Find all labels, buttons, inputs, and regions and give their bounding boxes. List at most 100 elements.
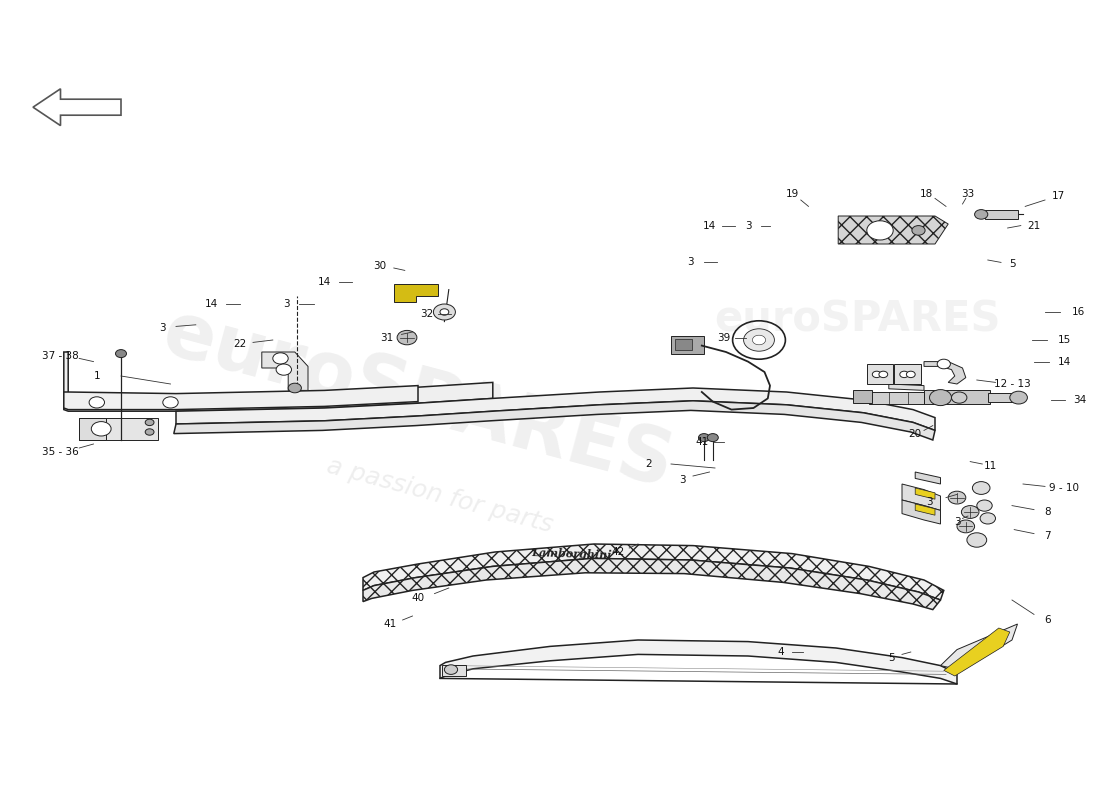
Polygon shape: [64, 386, 418, 410]
Text: 3: 3: [954, 517, 960, 526]
Text: Lamborghini: Lamborghini: [531, 546, 613, 561]
Polygon shape: [176, 388, 935, 430]
Circle shape: [980, 513, 996, 524]
FancyBboxPatch shape: [79, 418, 106, 440]
Circle shape: [867, 221, 893, 240]
Polygon shape: [944, 628, 1010, 676]
Text: 5: 5: [888, 653, 894, 662]
Circle shape: [975, 210, 988, 219]
Text: 8: 8: [1044, 507, 1050, 517]
Text: 1: 1: [94, 371, 100, 381]
Circle shape: [744, 329, 774, 351]
Text: 6: 6: [1044, 615, 1050, 625]
FancyBboxPatch shape: [852, 390, 872, 403]
Polygon shape: [940, 624, 1018, 670]
FancyBboxPatch shape: [867, 364, 893, 384]
Text: 41: 41: [384, 619, 397, 629]
Text: 3: 3: [160, 323, 166, 333]
Text: 34: 34: [1074, 395, 1087, 405]
Circle shape: [145, 419, 154, 426]
Text: 3: 3: [745, 221, 751, 230]
Polygon shape: [869, 392, 924, 404]
Circle shape: [116, 350, 127, 358]
Circle shape: [957, 520, 975, 533]
Text: 42: 42: [612, 547, 625, 557]
Text: a passion for parts: a passion for parts: [324, 454, 556, 538]
Text: euroSPARES: euroSPARES: [155, 296, 681, 504]
Text: 32: 32: [420, 309, 433, 318]
Text: 14: 14: [205, 299, 218, 309]
Text: 37 - 38: 37 - 38: [42, 351, 79, 361]
FancyBboxPatch shape: [924, 390, 990, 404]
Polygon shape: [924, 362, 966, 384]
FancyBboxPatch shape: [984, 210, 1018, 219]
Text: 14: 14: [703, 221, 716, 230]
Circle shape: [872, 371, 881, 378]
Circle shape: [752, 335, 766, 345]
Circle shape: [89, 397, 104, 408]
Circle shape: [952, 392, 967, 403]
Circle shape: [440, 309, 449, 315]
Circle shape: [967, 533, 987, 547]
Circle shape: [1010, 391, 1027, 404]
Text: 3: 3: [283, 299, 289, 309]
Polygon shape: [889, 384, 924, 390]
Text: 4: 4: [778, 647, 784, 657]
Text: 39: 39: [717, 333, 730, 342]
Polygon shape: [394, 284, 438, 302]
Polygon shape: [174, 401, 935, 440]
Circle shape: [906, 371, 915, 378]
Polygon shape: [902, 484, 940, 510]
Text: 5: 5: [1009, 259, 1015, 269]
Polygon shape: [64, 352, 493, 411]
Circle shape: [273, 353, 288, 364]
Circle shape: [91, 422, 111, 436]
Text: 11: 11: [983, 461, 997, 470]
Circle shape: [433, 304, 455, 320]
Text: 33: 33: [961, 189, 975, 198]
Polygon shape: [838, 216, 948, 244]
Circle shape: [397, 330, 417, 345]
Polygon shape: [363, 558, 940, 610]
Circle shape: [145, 429, 154, 435]
Text: 40: 40: [411, 594, 425, 603]
Text: 41: 41: [695, 437, 708, 446]
Circle shape: [698, 434, 710, 442]
Polygon shape: [915, 472, 940, 484]
Text: 14: 14: [318, 277, 331, 286]
Circle shape: [930, 390, 952, 406]
Text: 22: 22: [233, 339, 246, 349]
Text: 12 - 13: 12 - 13: [993, 379, 1031, 389]
FancyBboxPatch shape: [79, 418, 158, 440]
Text: 35 - 36: 35 - 36: [42, 447, 79, 457]
Text: 7: 7: [1044, 531, 1050, 541]
FancyBboxPatch shape: [442, 665, 466, 676]
FancyBboxPatch shape: [988, 393, 1019, 402]
Polygon shape: [915, 504, 935, 515]
Circle shape: [977, 500, 992, 511]
Polygon shape: [902, 500, 940, 524]
FancyBboxPatch shape: [894, 364, 921, 384]
Circle shape: [912, 226, 925, 235]
Text: 17: 17: [1052, 191, 1065, 201]
Circle shape: [879, 371, 888, 378]
Text: 3: 3: [926, 498, 933, 507]
Circle shape: [900, 371, 909, 378]
Polygon shape: [915, 488, 935, 499]
Text: 30: 30: [373, 261, 386, 270]
Text: 2: 2: [646, 459, 652, 469]
Text: 3: 3: [679, 475, 685, 485]
Polygon shape: [363, 544, 944, 600]
FancyBboxPatch shape: [671, 336, 704, 354]
FancyBboxPatch shape: [675, 339, 692, 350]
Circle shape: [948, 491, 966, 504]
Circle shape: [288, 383, 301, 393]
Circle shape: [276, 364, 292, 375]
Text: 3: 3: [688, 258, 694, 267]
Polygon shape: [262, 352, 308, 390]
Text: 19: 19: [785, 190, 799, 199]
Circle shape: [972, 482, 990, 494]
Polygon shape: [440, 640, 957, 684]
Text: 9 - 10: 9 - 10: [1048, 483, 1079, 493]
Text: 21: 21: [1027, 221, 1041, 230]
